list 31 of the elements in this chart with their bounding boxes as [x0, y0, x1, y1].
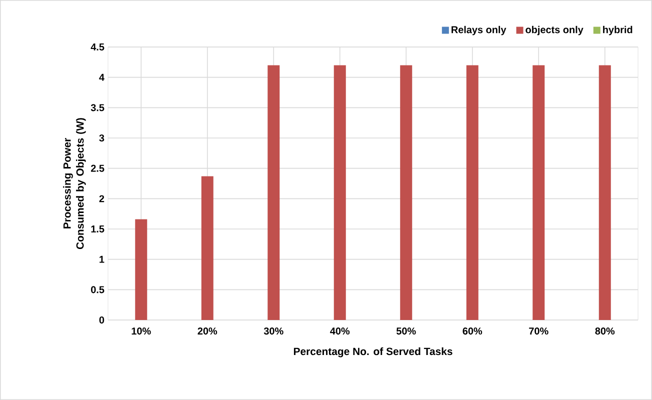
x-tick-label: 60% [462, 328, 482, 335]
x-tick-label: 80% [595, 328, 615, 335]
y-tick-label: 2 [99, 195, 104, 202]
bar [532, 65, 545, 320]
legend-label: Relays only [452, 26, 506, 36]
y-tick-label: 4 [99, 74, 104, 81]
y-tick-label: 3 [99, 134, 104, 142]
y-tick-label: 1.5 [91, 226, 104, 232]
bar [201, 176, 214, 320]
x-axis-title: Percentage No. of Served Tasks [294, 347, 452, 358]
x-tick-label: 20% [198, 328, 218, 335]
x-tick-label: 50% [396, 328, 416, 335]
bar [466, 65, 478, 320]
bar [400, 65, 412, 320]
legend-label: objects only [526, 26, 584, 36]
y-tick-label: 0.5 [91, 286, 104, 294]
x-tick-label: 30% [264, 328, 284, 335]
bar [598, 65, 611, 320]
y-tick-label: 3.5 [90, 104, 104, 112]
bar [135, 219, 148, 320]
y-tick-label: 2.5 [90, 164, 104, 172]
y-tick-label: 1 [100, 256, 104, 263]
y-tick-label: 0 [99, 316, 104, 324]
x-tick-label: 10% [132, 328, 151, 335]
bar [268, 65, 280, 320]
y-axis-title: Processing Power Consumed by Objects (W) [63, 118, 86, 250]
y-tick-label: 4.5 [90, 44, 104, 50]
x-tick-label: 40% [330, 328, 350, 335]
x-tick-label: 70% [529, 328, 548, 335]
legend-label: hybrid [603, 26, 632, 36]
bar [334, 65, 346, 320]
